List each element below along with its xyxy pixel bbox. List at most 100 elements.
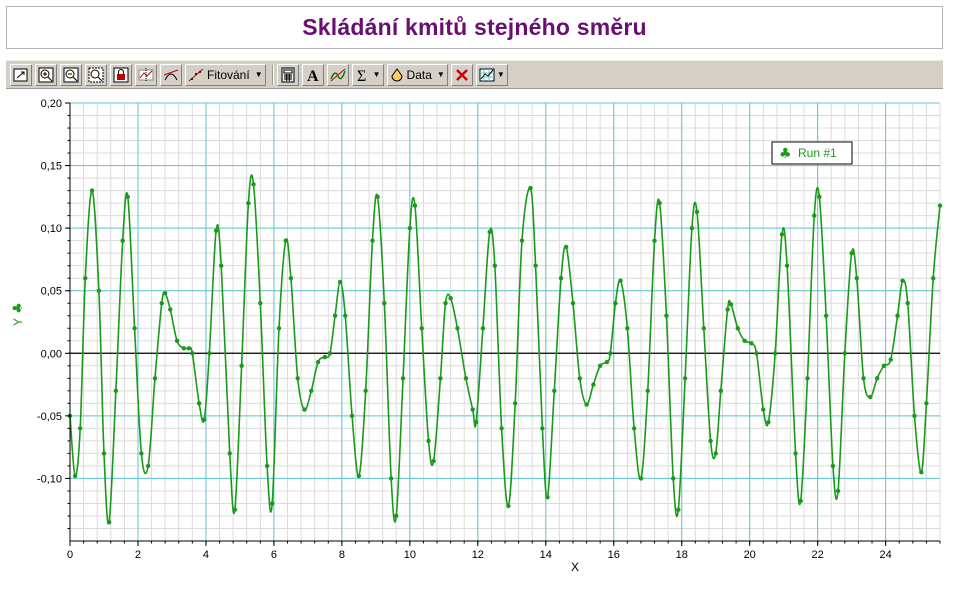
data-point xyxy=(487,229,492,235)
x-tick-label: 20 xyxy=(744,549,756,561)
zoom-in-icon xyxy=(38,67,54,82)
data-point xyxy=(613,301,618,306)
x-axis-title: X xyxy=(571,560,579,574)
data-point xyxy=(152,376,158,381)
data-point xyxy=(251,182,256,187)
data-point xyxy=(309,388,314,394)
data-point xyxy=(463,376,469,381)
data-point xyxy=(186,346,192,351)
graph-options-icon xyxy=(479,68,495,81)
autoscale-button[interactable] xyxy=(10,63,32,86)
data-point xyxy=(625,326,630,331)
data-point xyxy=(190,351,195,356)
data-point xyxy=(270,501,275,506)
data-point xyxy=(823,313,829,318)
data-label: Data xyxy=(406,67,432,82)
lock-button[interactable] xyxy=(110,63,132,86)
data-point xyxy=(570,301,576,306)
sigma-icon: Σ xyxy=(357,68,366,83)
data-point xyxy=(577,376,582,381)
chart[interactable]: 0 2 4 6 8 10 12 14 16 18 20 22 24-0,10-0,050,000,050… xyxy=(0,92,953,600)
data-point xyxy=(528,185,533,191)
data-point xyxy=(327,351,333,356)
chevron-down-icon: ▼ xyxy=(496,70,505,79)
data-point xyxy=(766,419,771,425)
data-point xyxy=(725,307,730,312)
data-point xyxy=(400,376,406,381)
data-point xyxy=(718,388,724,394)
curve-fit-button[interactable] xyxy=(326,63,349,86)
legend: ♣ Run #1 xyxy=(771,141,853,165)
y-axis-title-group: Y xyxy=(11,318,25,326)
plot-series xyxy=(67,174,943,525)
zoom-out-button[interactable] xyxy=(60,63,82,86)
data-point xyxy=(132,326,137,331)
data-point xyxy=(604,359,610,365)
series-line-run-1 xyxy=(69,174,941,525)
data-point xyxy=(438,376,443,381)
data-point xyxy=(533,263,538,268)
data-point xyxy=(584,402,589,407)
data-point xyxy=(196,401,202,406)
examine-button[interactable] xyxy=(135,63,157,86)
data-point xyxy=(631,426,637,431)
data-point xyxy=(455,326,460,331)
data-point xyxy=(545,495,550,500)
data-point xyxy=(664,313,669,318)
data-point xyxy=(258,301,263,306)
data-point xyxy=(443,301,448,306)
statistics-dropdown[interactable]: Σ ▼ xyxy=(351,63,384,86)
y-tick-label: 0,10 xyxy=(41,223,62,235)
data-point xyxy=(363,388,368,394)
data-point xyxy=(772,351,778,356)
data-point xyxy=(540,426,545,431)
zoom-box-button[interactable] xyxy=(85,63,107,86)
data-point xyxy=(473,419,479,425)
data-point xyxy=(558,276,564,281)
y-tick-label: -0,05 xyxy=(37,411,62,423)
data-point xyxy=(597,363,603,368)
data-point xyxy=(779,232,785,237)
data-point xyxy=(125,194,130,200)
data-dropdown[interactable]: Data ▼ xyxy=(386,63,448,86)
fit-label: Fitování xyxy=(207,67,250,82)
data-point xyxy=(713,451,718,456)
data-point xyxy=(302,407,307,412)
y-tick-label: 0,05 xyxy=(41,286,62,298)
tangent-button[interactable] xyxy=(160,63,182,86)
data-point xyxy=(519,238,525,243)
data-point xyxy=(638,476,644,481)
chevron-down-icon: ▼ xyxy=(254,70,263,79)
data-point xyxy=(83,276,88,281)
data-point xyxy=(728,302,734,307)
data-point xyxy=(382,301,387,306)
data-point xyxy=(181,346,187,351)
data-point xyxy=(246,200,251,206)
data-point xyxy=(322,354,328,360)
y-tick-label: 0,15 xyxy=(41,161,62,173)
data-point xyxy=(207,351,212,356)
data-point xyxy=(708,438,713,444)
data-point xyxy=(419,326,424,331)
data-point xyxy=(682,376,688,381)
data-point xyxy=(552,388,557,394)
data-point xyxy=(676,507,681,512)
data-point xyxy=(162,291,168,296)
zoom-in-button[interactable] xyxy=(35,63,57,86)
delete-button[interactable] xyxy=(450,63,473,86)
data-point xyxy=(343,313,348,318)
data-point xyxy=(388,476,394,481)
data-point xyxy=(239,363,244,368)
y-tick-label: -0,10 xyxy=(37,473,62,485)
data-point xyxy=(145,463,151,469)
curve-fit-icon xyxy=(329,68,346,81)
graph-options-dropdown[interactable]: ▼ xyxy=(475,63,508,86)
text-annotation-button[interactable]: A xyxy=(301,63,324,86)
calculator-button[interactable] xyxy=(276,63,299,86)
y-tick-label: 0,00 xyxy=(41,348,62,360)
data-point xyxy=(881,363,887,368)
data-point xyxy=(512,401,518,406)
fit-dropdown[interactable]: Fitování ▼ xyxy=(185,63,266,86)
club-marker-icon: ♣ xyxy=(11,302,26,314)
data-point xyxy=(202,417,207,422)
